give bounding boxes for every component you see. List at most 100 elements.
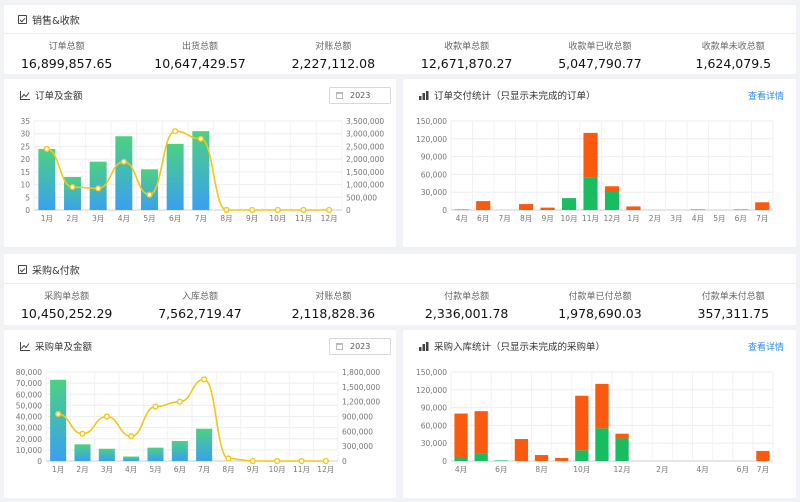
order-detail-link[interactable]: 查看详情 [748, 92, 785, 102]
order-amount-chart: 0 5 10 15 20 25 30 35 0 500,000 1,000,000 1,500,000… [20, 117, 384, 223]
bar-segment-green [595, 428, 609, 461]
x-tick-label: 4月 [456, 214, 468, 223]
stat-value: 12,671,870.27 [420, 56, 513, 71]
y-right-tick-label: 0 [346, 206, 351, 215]
line-point [79, 430, 86, 437]
sales-summary-card: 销售&收款 订单总额 16,899,857.65 出货总额 10,647,429.5… [4, 5, 796, 74]
line-point [55, 410, 62, 418]
y-tick-label: 150,000 [416, 368, 447, 377]
x-tick-label: 5月 [713, 214, 725, 223]
y-left-tick-label: 10 [20, 181, 30, 190]
stat-value: 10,450,252.29 [20, 306, 113, 321]
y-right-tick-label: 1,500,000 [346, 168, 384, 177]
x-tick-label: 6月 [737, 465, 749, 474]
x-tick-label: 8月 [535, 465, 547, 474]
y-tick-label: 0 [442, 206, 447, 215]
stat-label: 收款单总额 [444, 42, 490, 52]
bar-segment-orange [755, 202, 770, 210]
y-tick-label: 30,000 [421, 439, 447, 448]
y-right-tick-label: 2,000,000 [346, 155, 384, 164]
bar-segment-green [474, 453, 488, 461]
y-left-tick-label: 70,000 [16, 379, 42, 388]
order-delivery-chart: 0 30,000 60,000 90,000 120,000 150,000 4月 6月 7月 8… [416, 117, 774, 223]
line-chart-icon [20, 341, 30, 351]
bar [141, 169, 158, 210]
bar-segment-orange [454, 413, 468, 459]
y-left-tick-label: 25 [20, 142, 30, 151]
line-point [120, 158, 127, 165]
stat-label: 对账总额 [315, 292, 352, 302]
year-value: 2023 [350, 91, 371, 100]
x-tick-label: 2月 [649, 214, 661, 223]
year-picker[interactable]: 2023 [329, 338, 391, 355]
y-right-tick-label: 300,000 [342, 442, 373, 451]
purchase-inbound-panel: 采购入库统计（只显示未完成的采购单） 查看详情 0 30,000 60,000 90,… [403, 330, 796, 498]
bar-segment-green [615, 438, 629, 461]
bar [115, 136, 133, 210]
x-tick-label: 12月 [603, 214, 620, 223]
x-tick-label: 6月 [477, 214, 489, 223]
bar-segment-green [454, 458, 468, 461]
stat-receipt-total: 收款单总额 12,671,870.27 [400, 40, 533, 73]
y-left-tick-label: 20,000 [16, 435, 42, 444]
x-tick-label: 4月 [692, 214, 704, 223]
inbound-detail-link[interactable]: 查看详情 [748, 343, 785, 353]
stat-label: 对账总额 [315, 42, 352, 52]
purchase-section-title: 采购&付款 [18, 262, 80, 277]
purchase-amount-title: 采购单及金额 [20, 339, 92, 353]
line-point [128, 433, 135, 440]
y-tick-label: 0 [442, 457, 447, 466]
bar-segment-orange [604, 186, 620, 192]
bar [147, 447, 164, 461]
x-tick-label: 5月 [149, 465, 161, 474]
stat-label: 付款单总额 [444, 292, 490, 302]
x-tick-label: 10月 [269, 214, 286, 223]
bar-segment-orange [733, 209, 748, 210]
bar [192, 131, 210, 210]
line-point [322, 457, 329, 465]
x-tick-label: 1月 [627, 214, 639, 223]
line-point [326, 206, 333, 214]
bar-segment-orange [476, 201, 491, 210]
x-tick-label: 6月 [169, 214, 181, 223]
order-delivery-panel: 订单交付统计（只显示未完成的订单） 查看详情 0 30,000 60,000 90,0… [403, 79, 796, 247]
panel-title-text: 订单及金额 [35, 91, 83, 102]
x-tick-label: 12月 [317, 465, 334, 474]
line-point [223, 206, 230, 214]
divider [4, 33, 796, 34]
bar [123, 456, 140, 461]
bar-segment-green [494, 460, 508, 461]
stat-purchase-total: 采购单总额 10,450,252.29 [0, 290, 133, 323]
y-left-tick-label: 30 [20, 130, 30, 139]
line-chart-icon [20, 90, 30, 100]
line-point [172, 128, 179, 135]
panel-title-text: 采购入库统计（只显示未完成的采购单） [434, 342, 606, 353]
x-tick-label: 4月 [125, 465, 137, 474]
x-tick-label: 10月 [573, 465, 590, 474]
sales-section-label: 销售&收款 [32, 16, 80, 27]
bar [166, 143, 184, 210]
bar-segment-orange [555, 458, 569, 461]
bar-segment-orange [626, 206, 641, 210]
bar-segment-orange [514, 439, 529, 461]
y-left-tick-label: 35 [20, 117, 30, 126]
line-point [201, 376, 208, 383]
panel-title-text: 订单交付统计（只显示未完成的订单） [434, 91, 596, 102]
x-tick-label: 7月 [195, 214, 207, 223]
stat-value: 1,624,079.5 [695, 56, 772, 71]
x-tick-label: 6月 [495, 465, 507, 474]
x-tick-label: 11月 [582, 214, 599, 223]
calendar-icon [336, 343, 343, 350]
calendar-icon [336, 92, 343, 99]
y-left-tick-label: 40,000 [16, 413, 42, 422]
y-right-tick-label: 1,500,000 [342, 383, 380, 392]
year-picker[interactable]: 2023 [329, 87, 391, 104]
stat-inbound-total: 入库总额 7,562,719.47 [133, 290, 266, 323]
x-tick-label: 2月 [66, 214, 78, 223]
line-point [95, 185, 102, 192]
y-tick-label: 120,000 [416, 135, 447, 144]
x-tick-label: 9月 [246, 214, 258, 223]
stat-label: 入库总额 [181, 292, 218, 302]
y-left-tick-label: 0 [37, 457, 42, 466]
x-tick-label: 8月 [220, 214, 232, 223]
